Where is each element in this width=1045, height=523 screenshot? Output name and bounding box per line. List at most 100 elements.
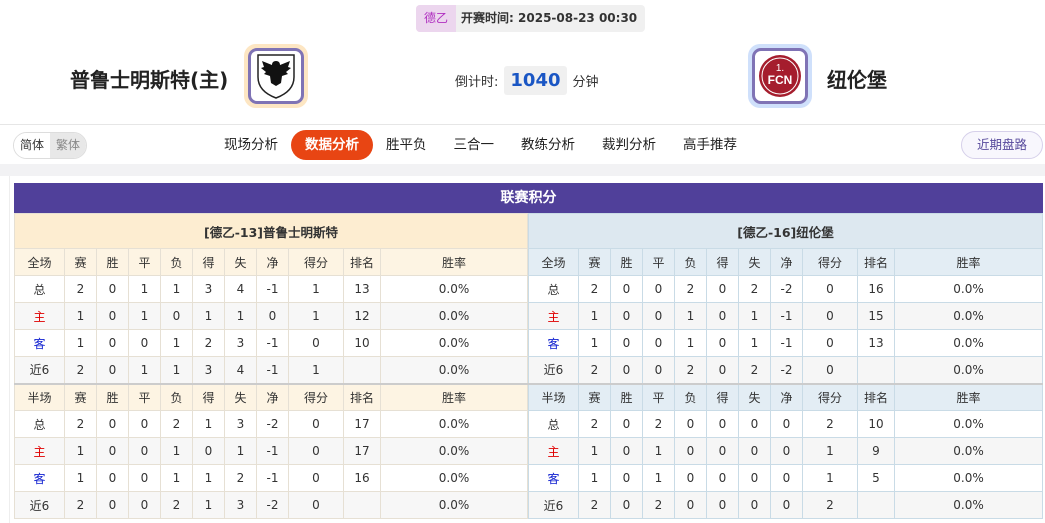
table-cell: 2: [578, 410, 611, 438]
table-cell: 1: [192, 302, 225, 330]
tab-2[interactable]: 胜平负: [386, 137, 427, 153]
column-header: 得分: [802, 248, 858, 276]
table-cell: 1: [288, 356, 344, 384]
table-cell: 0: [802, 275, 858, 303]
table-cell: 0.0%: [380, 491, 528, 519]
column-header: 全场: [528, 248, 579, 276]
tab-3[interactable]: 三合一: [453, 137, 495, 153]
table-cell: 0: [610, 302, 643, 330]
table-cell: 1: [674, 302, 707, 330]
table-cell: 0: [96, 410, 129, 438]
table-cell: 2: [738, 356, 771, 384]
column-header: 赛: [64, 382, 97, 411]
countdown-label: 倒计时:: [455, 75, 499, 90]
column-header: 得: [706, 248, 739, 276]
table-cell: 1: [192, 464, 225, 492]
away-team-logo[interactable]: 1. FCN: [748, 44, 812, 108]
row-label: 主: [14, 437, 65, 465]
table-cell: 1: [674, 329, 707, 357]
table-cell: 1: [64, 464, 97, 492]
tab-4[interactable]: 教练分析: [521, 137, 575, 153]
row-label: 近6: [528, 356, 579, 384]
table-cell: 0: [96, 275, 129, 303]
table-cell: 1: [64, 329, 97, 357]
home-team-logo[interactable]: [244, 44, 308, 108]
recent-handicap-button[interactable]: 近期盘路: [961, 131, 1043, 159]
table-cell: 4: [224, 356, 257, 384]
lang-traditional[interactable]: 繁体: [50, 133, 87, 158]
table-cell: 0: [96, 464, 129, 492]
column-header: 得: [706, 382, 739, 411]
tab-6[interactable]: 高手推荐: [683, 137, 737, 153]
table-cell: 9: [857, 437, 895, 465]
team-standing-header: [德乙-13]普鲁士明斯特: [14, 213, 528, 249]
row-label: 近6: [14, 491, 65, 519]
table-cell: 0: [96, 437, 129, 465]
table-cell: 0: [96, 329, 129, 357]
table-cell: 2: [224, 464, 257, 492]
table-row: 近6 2 0 0 2 0 2 -2 0 0.0%: [528, 356, 1043, 384]
table-cell: 1: [160, 464, 193, 492]
table-cell: 1: [160, 356, 193, 384]
table-cell: 0: [706, 464, 739, 492]
column-header: 全场: [14, 248, 65, 276]
table-cell: 0.0%: [894, 329, 1043, 357]
column-header: 平: [642, 248, 675, 276]
column-header: 排名: [857, 382, 895, 411]
table-cell: -1: [256, 329, 289, 357]
table-cell: 0: [288, 329, 344, 357]
table-cell: 0: [770, 437, 803, 465]
table-cell: 1: [578, 329, 611, 357]
tab-5[interactable]: 裁判分析: [602, 137, 656, 153]
column-header-row: 全场赛胜平负得失净得分 排名 胜率: [528, 248, 1043, 276]
table-cell: 0: [674, 437, 707, 465]
home-standings-table: [德乙-13]普鲁士明斯特 全场赛胜平负得失净得分 排名 胜率总 2 0 1 1 3 4 -1 1 13…: [14, 213, 528, 519]
tab-0[interactable]: 现场分析: [224, 137, 278, 153]
table-cell: 1: [192, 491, 225, 519]
table-cell: [343, 491, 381, 519]
kickoff-time: 开赛时间: 2025-08-23 00:30: [456, 5, 645, 32]
table-cell: 0: [610, 491, 643, 519]
lang-simplified[interactable]: 简体: [14, 133, 51, 158]
row-label: 客: [528, 329, 579, 357]
kickoff-value: 2025-08-23 00:30: [518, 11, 638, 25]
table-cell: 2: [674, 356, 707, 384]
away-team-name[interactable]: 纽伦堡: [827, 68, 887, 92]
table-cell: -1: [256, 356, 289, 384]
column-header: 得分: [288, 382, 344, 411]
countdown-unit: 分钟: [572, 75, 599, 90]
column-header: 净: [256, 382, 289, 411]
column-header: 失: [224, 248, 257, 276]
analysis-tabs: 现场分析 数据分析 胜平负 三合一 教练分析 裁判分析 高手推荐: [210, 130, 750, 160]
table-cell: 1: [738, 329, 771, 357]
table-cell: 13: [857, 329, 895, 357]
table-cell: 5: [857, 464, 895, 492]
table-cell: 0: [802, 329, 858, 357]
column-header: 负: [674, 248, 707, 276]
table-cell: -2: [770, 356, 803, 384]
table-cell: 0.0%: [380, 437, 528, 465]
row-label: 客: [14, 464, 65, 492]
table-cell: 0: [642, 275, 675, 303]
row-label: 主: [14, 302, 65, 330]
tab-1[interactable]: 数据分析: [291, 130, 373, 160]
table-cell: 1: [192, 410, 225, 438]
column-header: 平: [642, 382, 675, 411]
table-cell: 0: [288, 464, 344, 492]
table-cell: 0: [642, 356, 675, 384]
table-cell: 3: [224, 491, 257, 519]
column-header-row: 半场赛胜平负得失净得分 排名 胜率: [528, 382, 1043, 411]
table-cell: 0: [610, 329, 643, 357]
table-cell: 3: [224, 410, 257, 438]
column-header: 得: [192, 248, 225, 276]
home-team-name[interactable]: 普鲁士明斯特(主): [70, 68, 229, 92]
table-cell: 3: [224, 329, 257, 357]
away-standings-table: [德乙-16]纽伦堡 全场赛胜平负得失净得分 排名 胜率总 2 0 0 2 0 2 -2 0 16 0.0…: [528, 213, 1043, 519]
table-row: 总 2 0 2 0 0 0 0 2 10 0.0%: [528, 410, 1043, 438]
column-header-row: 半场赛胜平负得失净得分 排名 胜率: [14, 382, 528, 411]
column-header: 净: [256, 248, 289, 276]
table-cell: 0: [674, 464, 707, 492]
table-cell: 0.0%: [380, 356, 528, 384]
table-cell: 0: [96, 491, 129, 519]
table-row: 主 1 0 1 0 1 1 0 1 12 0.0%: [14, 302, 528, 330]
